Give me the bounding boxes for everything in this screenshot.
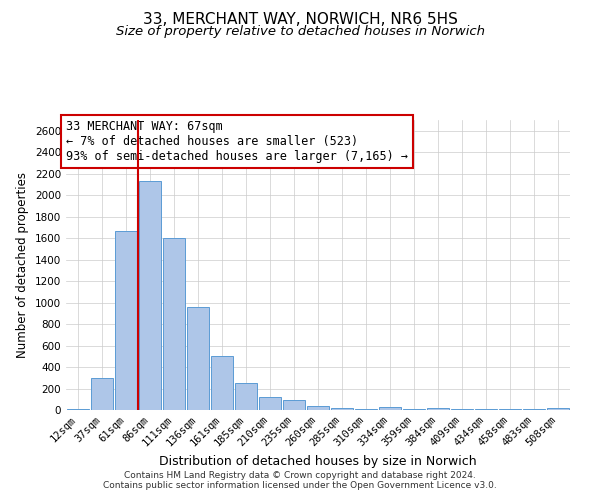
Bar: [115, 230, 137, 410]
Bar: [211, 356, 233, 410]
Text: Size of property relative to detached houses in Norwich: Size of property relative to detached ho…: [115, 25, 485, 38]
Y-axis label: Number of detached properties: Number of detached properties: [16, 172, 29, 358]
Text: 33, MERCHANT WAY, NORWICH, NR6 5HS: 33, MERCHANT WAY, NORWICH, NR6 5HS: [143, 12, 457, 28]
Bar: [283, 400, 305, 410]
Bar: [331, 408, 353, 410]
Bar: [427, 408, 449, 410]
X-axis label: Distribution of detached houses by size in Norwich: Distribution of detached houses by size …: [159, 456, 477, 468]
Bar: [379, 408, 401, 410]
Text: Contains HM Land Registry data © Crown copyright and database right 2024.
Contai: Contains HM Land Registry data © Crown c…: [103, 470, 497, 490]
Bar: [139, 181, 161, 410]
Bar: [91, 378, 113, 410]
Bar: [307, 406, 329, 410]
Bar: [259, 397, 281, 410]
Text: 33 MERCHANT WAY: 67sqm
← 7% of detached houses are smaller (523)
93% of semi-det: 33 MERCHANT WAY: 67sqm ← 7% of detached …: [66, 120, 408, 163]
Bar: [67, 409, 89, 410]
Bar: [163, 238, 185, 410]
Bar: [187, 307, 209, 410]
Bar: [235, 383, 257, 410]
Bar: [547, 408, 569, 410]
